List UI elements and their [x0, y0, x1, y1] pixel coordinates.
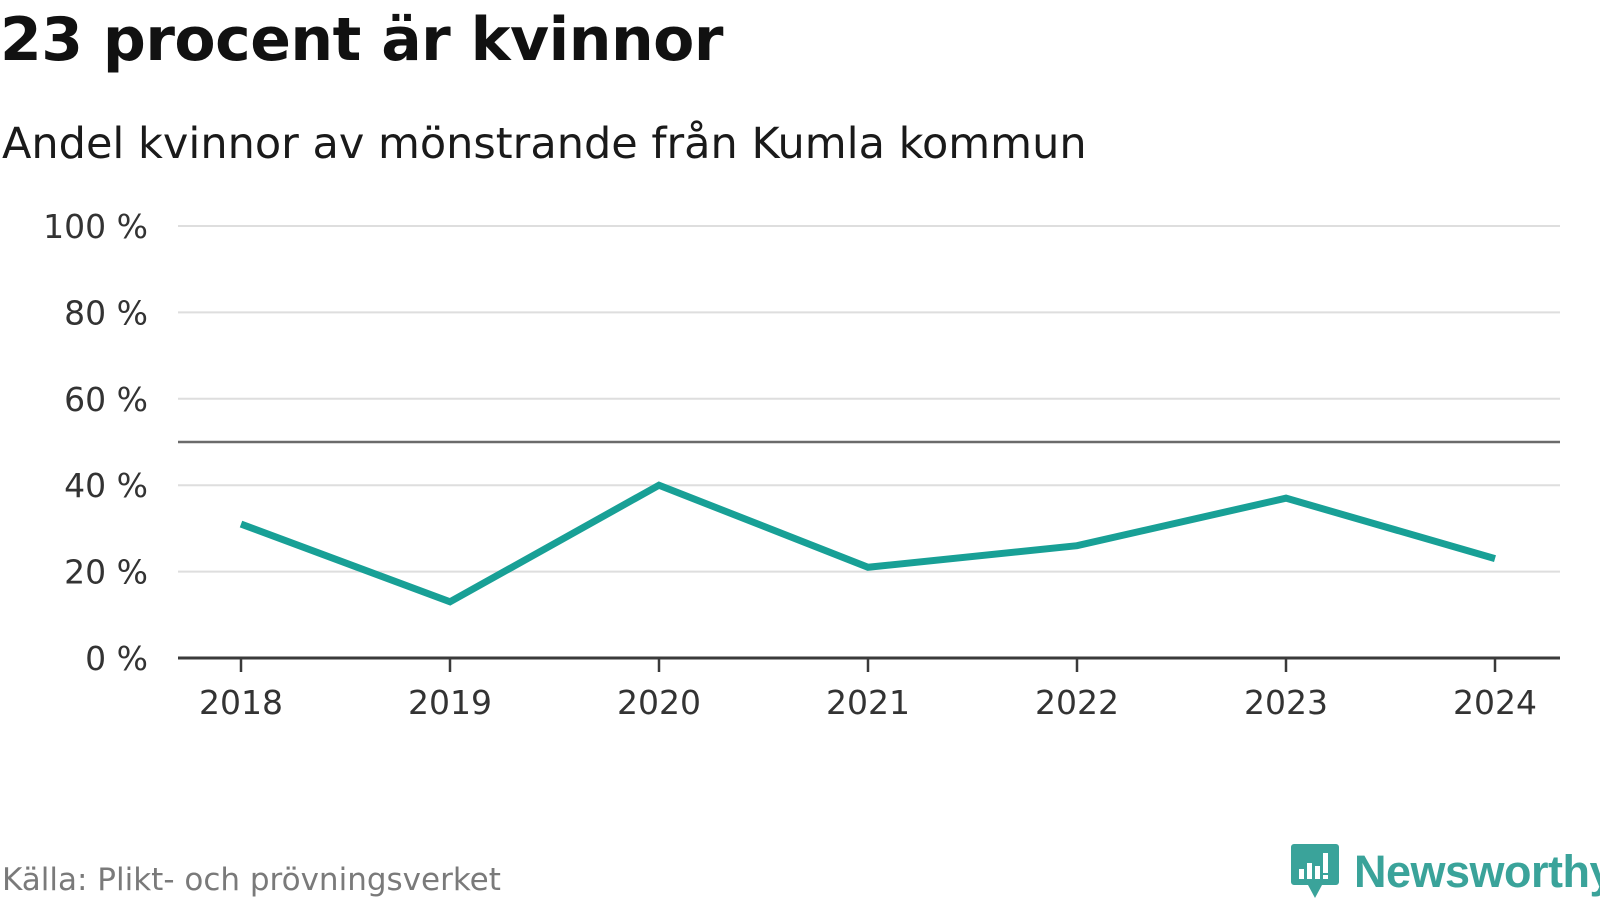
source-note: Källa: Plikt- och prövningsverket [2, 862, 501, 898]
data-point-2019 [447, 598, 454, 605]
x-tick-label-2024: 2024 [1453, 683, 1537, 722]
x-tick-label-2023: 2023 [1244, 683, 1328, 722]
x-tick-label-2022: 2022 [1035, 683, 1119, 722]
data-point-2018 [238, 521, 245, 528]
chart-subtitle: Andel kvinnor av mönstrande från Kumla k… [2, 119, 1087, 169]
y-tick-label-20: 20 % [64, 553, 148, 592]
y-tick-label-60: 60 % [64, 380, 148, 419]
data-point-2024 [1492, 555, 1499, 562]
gridlines [178, 225, 1560, 573]
y-axis-labels: 0 % 20 % 40 % 60 % 80 % 100 % [43, 207, 148, 678]
y-tick-label-40: 40 % [64, 466, 148, 505]
x-axis-labels: 2018 2019 2020 2021 2022 2023 2024 [199, 683, 1537, 722]
x-tick-label-2021: 2021 [826, 683, 910, 722]
series-line-0 [239, 481, 1496, 606]
data-point-2020 [656, 482, 663, 489]
series-group [238, 481, 1499, 606]
x-tick-label-2018: 2018 [199, 683, 283, 722]
data-point-2021 [865, 564, 872, 571]
data-point-2022 [1074, 542, 1081, 549]
x-tick-label-2019: 2019 [408, 683, 492, 722]
y-tick-label-100: 100 % [43, 207, 148, 246]
brand-name: Newsworthy [1354, 846, 1600, 897]
x-tick-label-2020: 2020 [617, 683, 701, 722]
x-axis [178, 656, 1560, 672]
y-tick-label-80: 80 % [64, 293, 148, 332]
y-tick-label-0: 0 % [85, 639, 148, 678]
newsworthy-logo: Newsworthy [1290, 842, 1600, 902]
bar-chart-speech-bubble-icon [1291, 844, 1339, 898]
data-point-2023 [1283, 495, 1290, 502]
chart-title: 23 procent är kvinnor [0, 5, 723, 75]
